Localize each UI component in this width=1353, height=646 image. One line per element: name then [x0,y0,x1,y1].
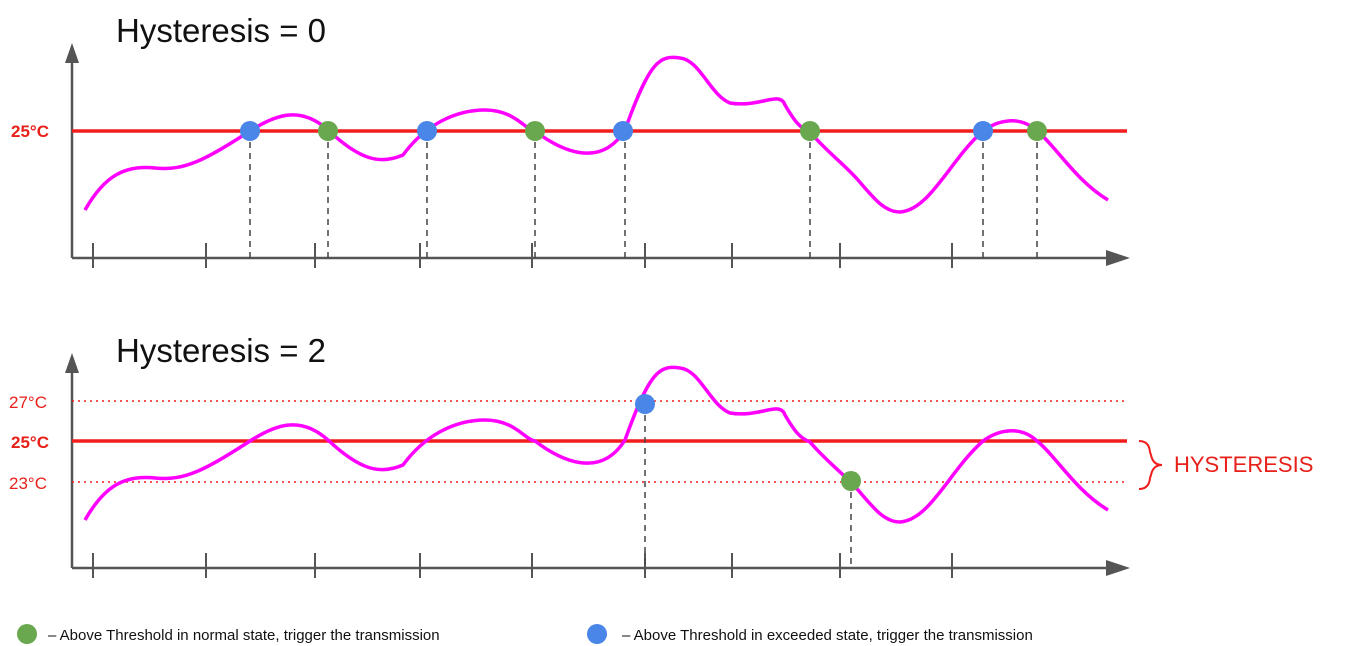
top-normal-dot [1027,121,1047,141]
top-exceeded-dot [613,121,633,141]
top-axes [70,62,1110,260]
bottom-temperature-curve [83,365,1110,524]
bottom-axes [70,372,1110,570]
bottom-x-axis-arrow [1106,560,1130,576]
top-trigger-points [240,121,1047,141]
top-y-axis-arrow [65,43,79,63]
legend-exceeded-text: – Above Threshold in exceeded state, tri… [622,627,1033,644]
bottom-normal-dot [841,471,861,491]
bottom-panel: Hysteresis = 2 27°C 25°C 23°C [9,332,1313,578]
legend-item-exceeded: – Above Threshold in exceeded state, tri… [587,624,1033,644]
top-exceeded-dot [973,121,993,141]
hysteresis-label: HYSTERESIS [1174,452,1313,477]
top-panel: Hysteresis = 0 25°C [11,12,1130,268]
top-normal-dot [800,121,820,141]
top-drop-lines [249,131,1038,258]
bottom-y-axis-arrow [65,353,79,373]
bottom-threshold-label: 25°C [11,433,49,452]
bottom-exceeded-dot [635,394,655,414]
blue-dot-icon [587,624,607,644]
top-exceeded-dot [240,121,260,141]
top-x-ticks [92,243,953,268]
top-x-axis-arrow [1106,250,1130,266]
hysteresis-brace [1138,440,1163,490]
bottom-panel-title: Hysteresis = 2 [116,332,326,369]
top-temperature-curve [83,55,1110,214]
legend: – Above Threshold in normal state, trigg… [17,624,1033,644]
upper-band-label: 27°C [9,393,47,412]
top-panel-title: Hysteresis = 0 [116,12,326,49]
bottom-drop-lines [644,404,852,568]
top-normal-dot [318,121,338,141]
legend-item-normal: – Above Threshold in normal state, trigg… [17,624,440,644]
legend-normal-text: – Above Threshold in normal state, trigg… [48,627,440,644]
lower-band-label: 23°C [9,474,47,493]
top-exceeded-dot [417,121,437,141]
top-normal-dot [525,121,545,141]
top-threshold-label: 25°C [11,122,49,141]
green-dot-icon [17,624,37,644]
bottom-x-ticks [92,553,953,578]
bottom-trigger-points [635,394,861,491]
